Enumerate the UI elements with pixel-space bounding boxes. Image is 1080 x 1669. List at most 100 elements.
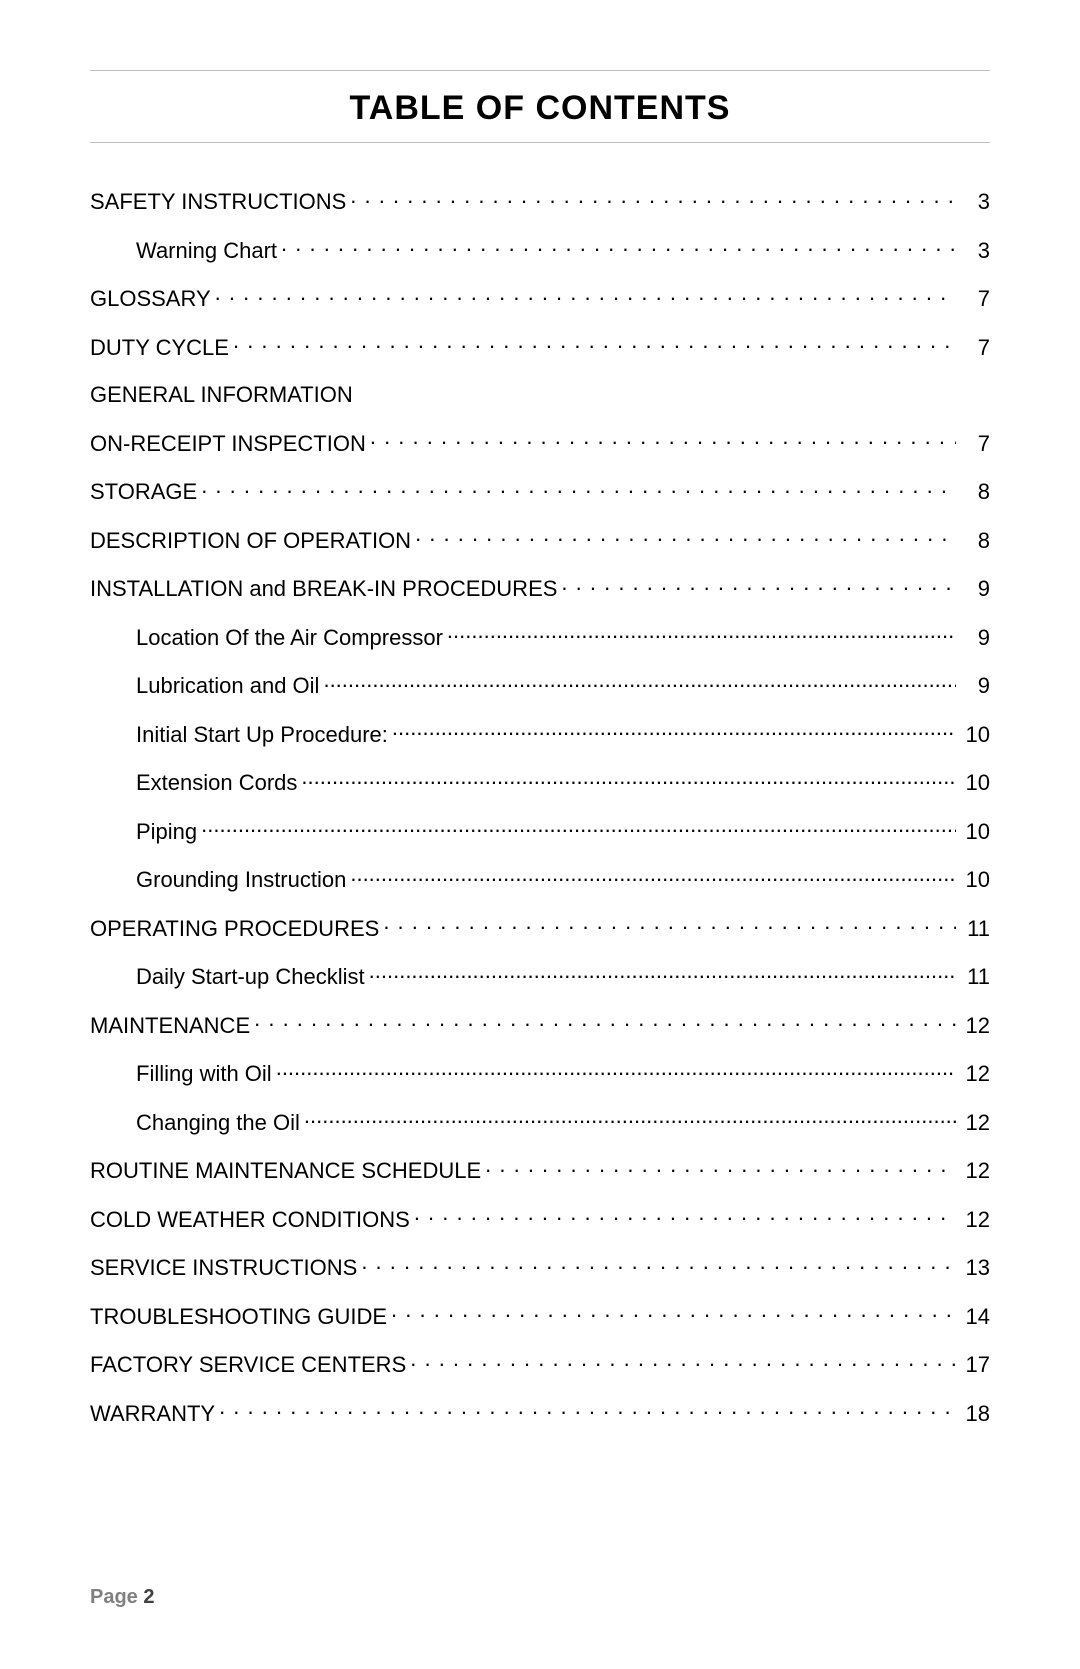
toc-entry-label: Daily Start-up Checklist bbox=[136, 963, 365, 991]
toc-entry: Grounding Instruction 10 bbox=[90, 865, 990, 894]
toc-entry-label: Lubrication and Oil bbox=[136, 672, 319, 700]
divider-top bbox=[90, 70, 990, 71]
toc-entry: ON-RECEIPT INSPECTION 7 bbox=[90, 429, 990, 458]
toc-entry-label: OPERATING PROCEDURES bbox=[90, 915, 379, 943]
toc-entry-page: 3 bbox=[962, 188, 990, 216]
toc-entry: COLD WEATHER CONDITIONS 12 bbox=[90, 1205, 990, 1234]
toc-entry: FACTORY SERVICE CENTERS 17 bbox=[90, 1350, 990, 1379]
toc-leader bbox=[254, 1011, 956, 1033]
toc-entry: WARRANTY 18 bbox=[90, 1399, 990, 1428]
toc-entry: INSTALLATION and BREAK-IN PROCEDURES9 bbox=[90, 574, 990, 603]
toc-leader bbox=[304, 1108, 956, 1130]
page-footer: Page 2 bbox=[90, 1586, 155, 1609]
toc-leader bbox=[301, 768, 956, 790]
toc-leader bbox=[350, 865, 956, 887]
toc-entry-page: 7 bbox=[962, 334, 990, 362]
toc-entry: OPERATING PROCEDURES 11 bbox=[90, 914, 990, 943]
toc-entry: Extension Cords 10 bbox=[90, 768, 990, 797]
toc-leader bbox=[383, 914, 956, 936]
toc-entry-label: GENERAL INFORMATION bbox=[90, 381, 353, 409]
toc-entry: GLOSSARY7 bbox=[90, 284, 990, 313]
toc-entry-label: Piping bbox=[136, 818, 197, 846]
toc-entry-page: 18 bbox=[962, 1400, 990, 1428]
toc-entry: SAFETY INSTRUCTIONS 3 bbox=[90, 187, 990, 216]
toc-leader bbox=[276, 1059, 956, 1081]
toc-entry: Initial Start Up Procedure: 10 bbox=[90, 720, 990, 749]
toc-entry-page: 12 bbox=[962, 1109, 990, 1137]
toc-entry-page: 9 bbox=[962, 672, 990, 700]
toc-entry: Daily Start-up Checklist 11 bbox=[90, 962, 990, 991]
divider-bottom bbox=[90, 142, 990, 143]
toc-entry: MAINTENANCE 12 bbox=[90, 1011, 990, 1040]
toc-leader bbox=[561, 574, 956, 596]
toc-entry-label: Location Of the Air Compressor bbox=[136, 624, 443, 652]
toc-leader bbox=[485, 1156, 956, 1178]
toc-entry-page: 3 bbox=[962, 237, 990, 265]
toc-leader bbox=[350, 187, 956, 209]
toc-entry: Piping 10 bbox=[90, 817, 990, 846]
toc-entry-page: 10 bbox=[962, 818, 990, 846]
toc-entry-label: DUTY CYCLE bbox=[90, 334, 229, 362]
toc-entry: GENERAL INFORMATION bbox=[90, 381, 990, 409]
toc-entry: TROUBLESHOOTING GUIDE14 bbox=[90, 1302, 990, 1331]
footer-page-number: 2 bbox=[143, 1586, 154, 1608]
toc-leader bbox=[233, 333, 956, 355]
toc-entry-label: Extension Cords bbox=[136, 769, 297, 797]
toc-entry-page: 10 bbox=[962, 866, 990, 894]
toc-entry-label: Initial Start Up Procedure: bbox=[136, 721, 388, 749]
toc-entry-label: INSTALLATION and BREAK-IN PROCEDURES bbox=[90, 575, 557, 603]
toc-entry-label: Grounding Instruction bbox=[136, 866, 346, 894]
toc-entry-page: 10 bbox=[962, 769, 990, 797]
toc-leader bbox=[391, 1302, 956, 1324]
toc-entry-label: COLD WEATHER CONDITIONS bbox=[90, 1206, 410, 1234]
toc-entry-label: SERVICE INSTRUCTIONS bbox=[90, 1254, 357, 1282]
toc-entry-label: GLOSSARY bbox=[90, 285, 211, 313]
toc-entry-label: Changing the Oil bbox=[136, 1109, 300, 1137]
toc-entry-label: Filling with Oil bbox=[136, 1060, 272, 1088]
toc-entry: DESCRIPTION OF OPERATION8 bbox=[90, 526, 990, 555]
toc-entry-label: STORAGE bbox=[90, 478, 197, 506]
toc-entry-page: 12 bbox=[962, 1012, 990, 1040]
table-of-contents: SAFETY INSTRUCTIONS 3 Warning Chart 3 GLOSSA… bbox=[90, 187, 990, 1427]
toc-entry: Location Of the Air Compressor 9 bbox=[90, 623, 990, 652]
toc-entry-page: 12 bbox=[962, 1060, 990, 1088]
toc-entry-label: WARRANTY bbox=[90, 1400, 215, 1428]
toc-entry-page: 11 bbox=[962, 915, 990, 943]
toc-entry: Warning Chart 3 bbox=[90, 236, 990, 265]
toc-entry-label: TROUBLESHOOTING GUIDE bbox=[90, 1303, 387, 1331]
toc-leader bbox=[415, 526, 956, 548]
toc-leader bbox=[281, 236, 956, 258]
toc-entry-label: SAFETY INSTRUCTIONS bbox=[90, 188, 346, 216]
toc-entry-label: Warning Chart bbox=[136, 237, 277, 265]
toc-entry-label: DESCRIPTION OF OPERATION bbox=[90, 527, 411, 555]
toc-entry-page: 10 bbox=[962, 721, 990, 749]
toc-leader bbox=[219, 1399, 956, 1421]
toc-entry-label: MAINTENANCE bbox=[90, 1012, 250, 1040]
toc-entry-page: 7 bbox=[962, 430, 990, 458]
toc-entry-page: 17 bbox=[962, 1351, 990, 1379]
toc-leader bbox=[361, 1253, 956, 1275]
toc-leader bbox=[410, 1350, 956, 1372]
toc-leader bbox=[369, 962, 956, 984]
toc-entry: DUTY CYCLE 7 bbox=[90, 333, 990, 362]
toc-leader bbox=[201, 817, 956, 839]
toc-leader bbox=[201, 477, 956, 499]
toc-entry-label: FACTORY SERVICE CENTERS bbox=[90, 1351, 406, 1379]
toc-entry: ROUTINE MAINTENANCE SCHEDULE12 bbox=[90, 1156, 990, 1185]
toc-entry-page: 8 bbox=[962, 478, 990, 506]
toc-entry-page: 9 bbox=[962, 624, 990, 652]
toc-entry-page: 11 bbox=[962, 963, 990, 991]
toc-leader bbox=[392, 720, 956, 742]
toc-entry: STORAGE 8 bbox=[90, 477, 990, 506]
toc-leader bbox=[414, 1205, 956, 1227]
toc-leader bbox=[323, 671, 956, 693]
toc-entry: Filling with Oil 12 bbox=[90, 1059, 990, 1088]
toc-entry-label: ROUTINE MAINTENANCE SCHEDULE bbox=[90, 1157, 481, 1185]
toc-entry-page: 12 bbox=[962, 1206, 990, 1234]
toc-entry: SERVICE INSTRUCTIONS13 bbox=[90, 1253, 990, 1282]
footer-label: Page bbox=[90, 1586, 138, 1608]
toc-entry-label: ON-RECEIPT INSPECTION bbox=[90, 430, 366, 458]
toc-entry: Lubrication and Oil 9 bbox=[90, 671, 990, 700]
toc-leader bbox=[447, 623, 956, 645]
page-title: TABLE OF CONTENTS bbox=[90, 89, 990, 128]
